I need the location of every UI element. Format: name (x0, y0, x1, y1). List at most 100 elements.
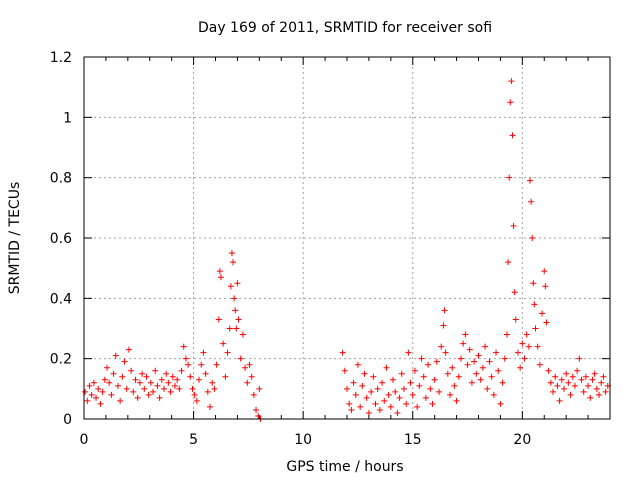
data-point (108, 391, 115, 398)
data-point (224, 349, 231, 356)
data-point (525, 343, 532, 350)
data-point (486, 358, 493, 365)
data-point (414, 403, 421, 410)
data-point (233, 325, 240, 332)
data-point (237, 355, 244, 362)
data-point (503, 331, 510, 338)
data-point (110, 370, 117, 377)
data-point (495, 367, 502, 374)
data-point (490, 391, 497, 398)
data-point (136, 379, 143, 386)
data-point (508, 78, 515, 85)
data-point (569, 373, 576, 380)
data-point (82, 388, 89, 395)
data-point (507, 99, 514, 106)
data-point (176, 385, 183, 392)
data-point (160, 385, 167, 392)
x-axis-label: GPS time / hours (286, 459, 403, 475)
data-point (411, 367, 418, 374)
data-point (552, 373, 559, 380)
data-point (449, 364, 456, 371)
data-point (460, 340, 467, 347)
y-axis-label: SRMTID / TECUs (7, 182, 23, 295)
data-point (227, 283, 234, 290)
data-point (387, 403, 394, 410)
data-point (150, 388, 157, 395)
data-point (185, 361, 192, 368)
data-point (468, 379, 475, 386)
data-point (215, 316, 222, 323)
data-point (341, 367, 348, 374)
data-point (471, 358, 478, 365)
data-point (505, 259, 512, 266)
data-point (147, 379, 154, 386)
data-point (416, 382, 423, 389)
data-point (339, 349, 346, 356)
x-tick-label: 20 (513, 432, 531, 448)
data-point (359, 382, 366, 389)
data-point (352, 391, 359, 398)
data-point (403, 400, 410, 407)
data-point (383, 364, 390, 371)
data-point (543, 319, 550, 326)
x-tick-label: 0 (80, 432, 89, 448)
data-point (90, 379, 97, 386)
data-point (582, 373, 589, 380)
data-point (547, 379, 554, 386)
data-point (571, 382, 578, 389)
data-point (101, 376, 108, 383)
data-point (379, 379, 386, 386)
data-point (84, 397, 91, 404)
data-point (441, 307, 448, 314)
data-point (361, 370, 368, 377)
data-point (392, 388, 399, 395)
data-point (477, 376, 484, 383)
axis-ticks: 0 0.2 0.4 0.6 0.8 1 1.2 0 5 10 15 20 (50, 50, 610, 448)
data-point (534, 343, 541, 350)
data-point (554, 382, 561, 389)
data-point (368, 388, 375, 395)
data-point (346, 400, 353, 407)
data-point (141, 385, 148, 392)
data-point (202, 370, 209, 377)
data-point (117, 397, 124, 404)
data-point (365, 409, 372, 416)
data-point (112, 352, 119, 359)
data-point (370, 373, 377, 380)
data-point (574, 367, 581, 374)
data-point (517, 364, 524, 371)
data-point (567, 391, 574, 398)
data-point (196, 376, 203, 383)
data-point (130, 388, 137, 395)
data-point (532, 325, 539, 332)
data-point (123, 385, 130, 392)
data-point (354, 361, 361, 368)
data-point (536, 361, 543, 368)
data-point (440, 322, 447, 329)
data-point (152, 367, 159, 374)
data-point (585, 382, 592, 389)
data-point (234, 280, 241, 287)
data-point (529, 235, 536, 241)
data-point (381, 397, 388, 404)
data-point (220, 340, 227, 347)
data-point (376, 406, 383, 413)
data-point (95, 385, 102, 392)
data-point (235, 316, 242, 323)
data-point (255, 412, 262, 419)
data-point (250, 391, 257, 398)
data-point (409, 391, 416, 398)
data-point (438, 343, 445, 350)
data-point (602, 388, 609, 395)
data-point (422, 394, 429, 401)
data-point (163, 370, 170, 377)
chart-title: Day 169 of 2011, SRMTID for receiver sof… (198, 20, 492, 36)
data-point (444, 370, 451, 377)
data-point (242, 364, 249, 371)
data-point (114, 382, 121, 389)
data-point (217, 274, 224, 281)
data-point (466, 346, 473, 353)
data-point (511, 289, 518, 296)
data-point (462, 331, 469, 338)
